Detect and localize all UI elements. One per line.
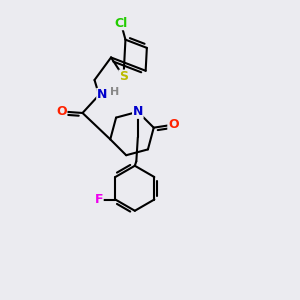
Text: Cl: Cl	[114, 17, 128, 30]
Text: N: N	[97, 88, 107, 101]
Text: S: S	[119, 70, 128, 83]
Text: O: O	[56, 105, 67, 118]
Text: O: O	[168, 118, 178, 131]
Text: N: N	[133, 105, 143, 118]
Text: F: F	[94, 193, 103, 206]
Text: H: H	[110, 87, 119, 97]
